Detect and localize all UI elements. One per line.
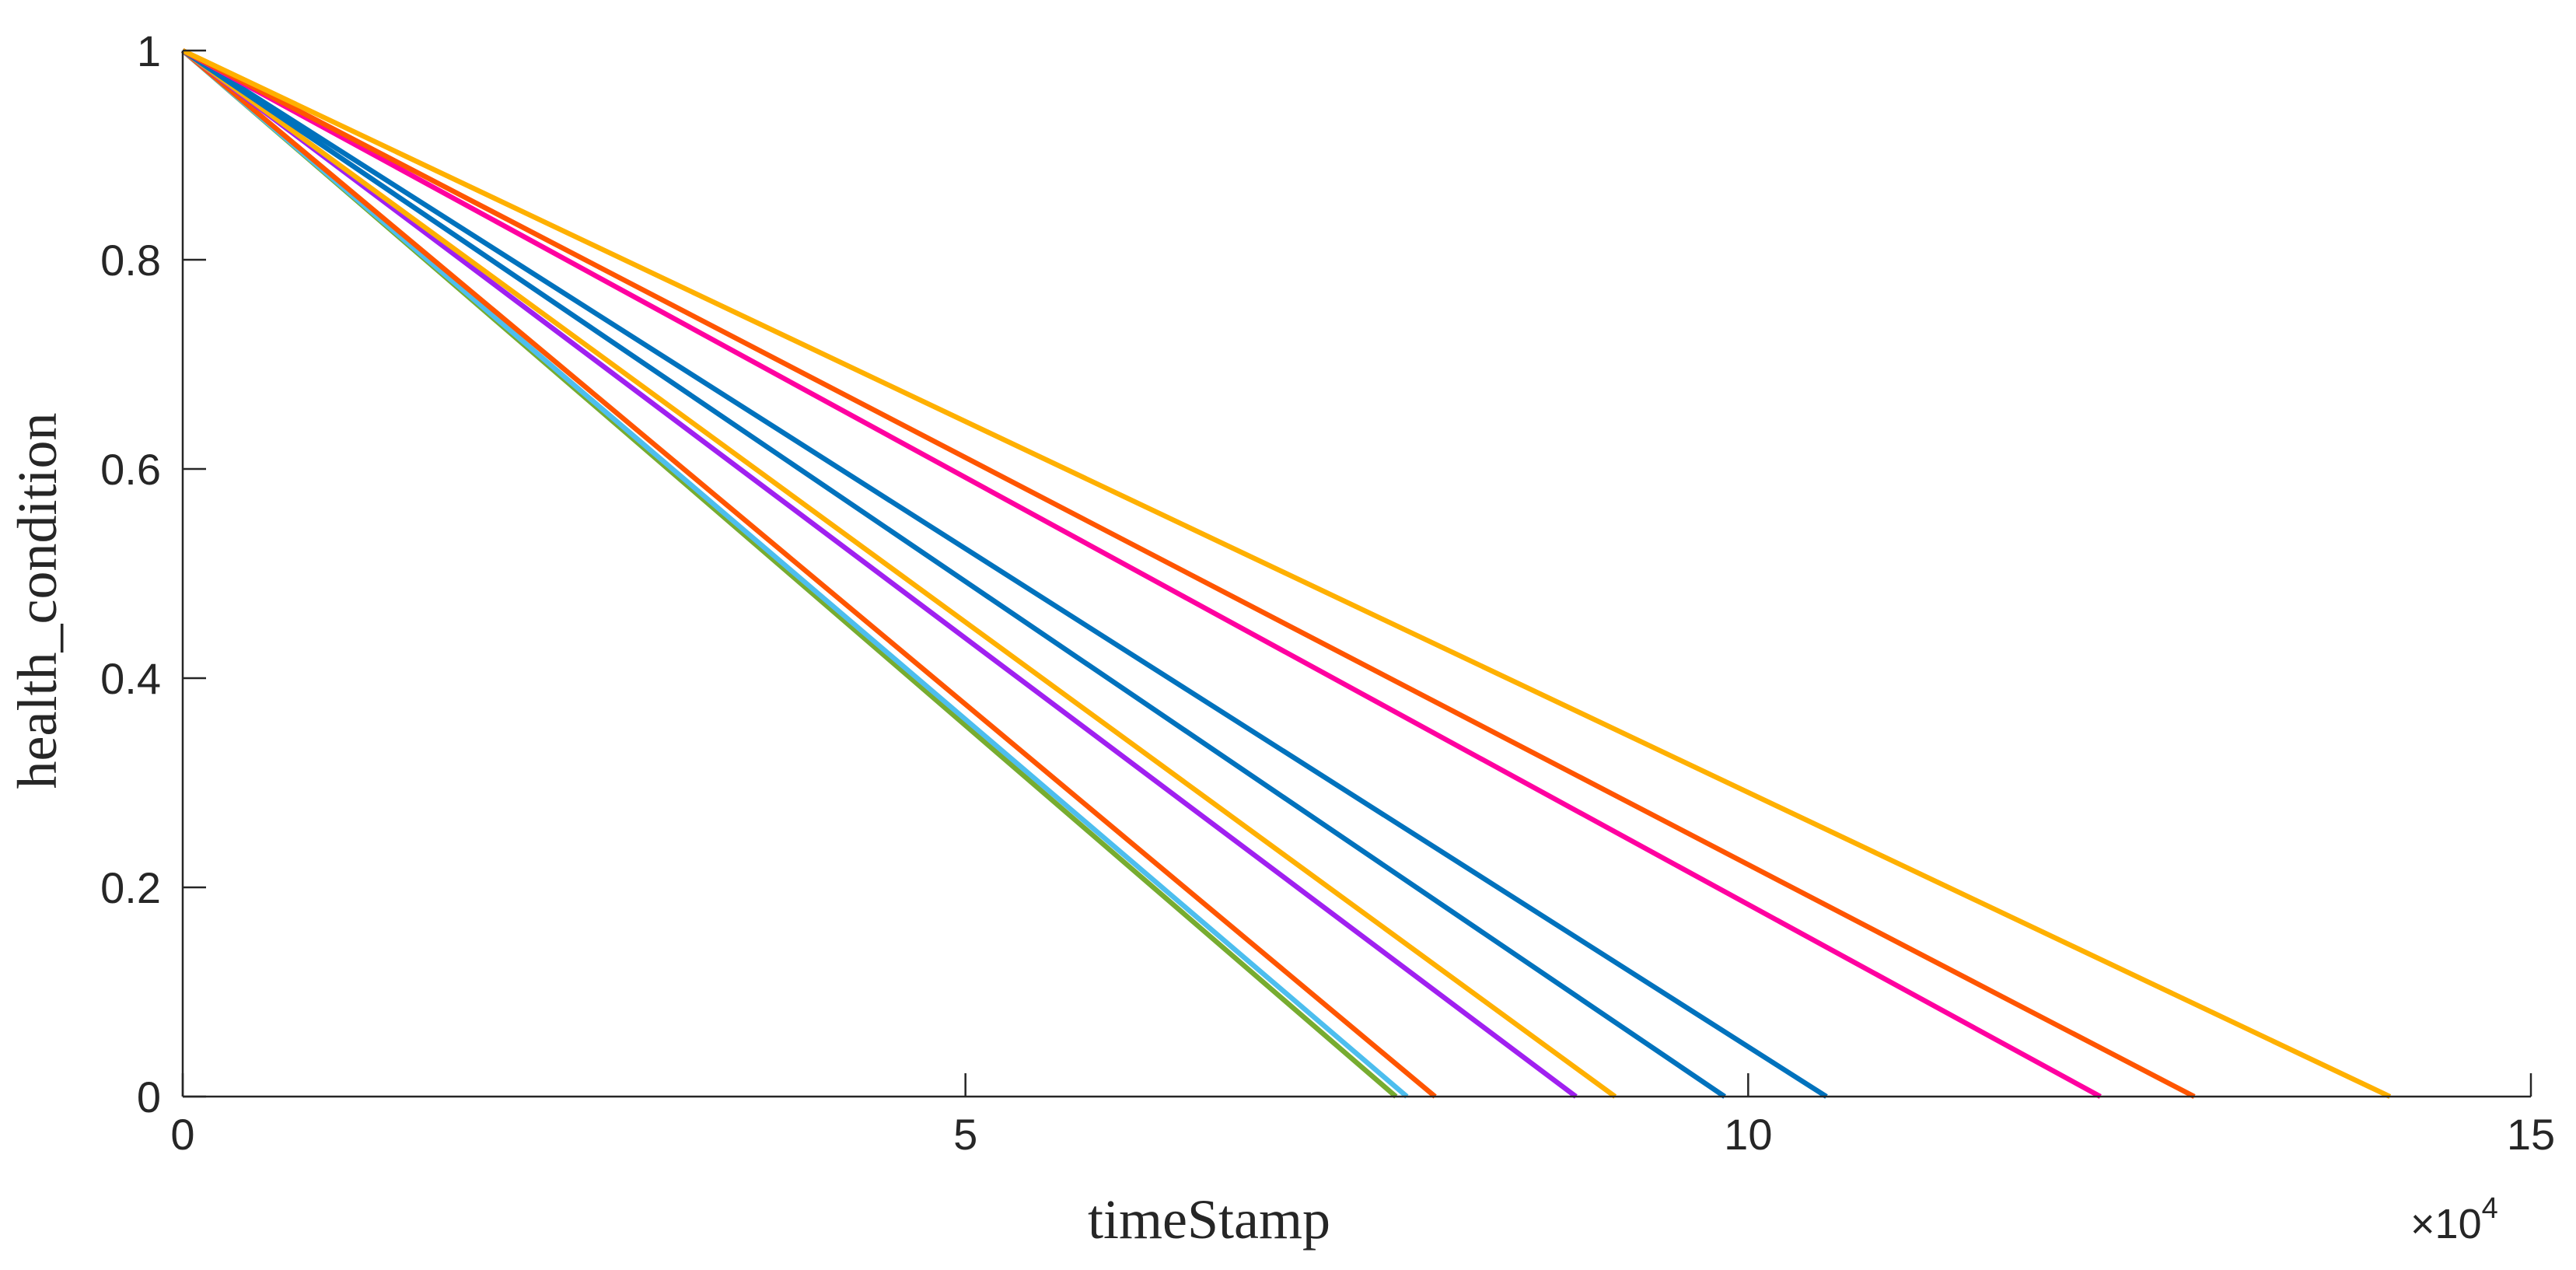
y-tick-label: 0.8: [100, 236, 161, 285]
x-tick-label: 0: [170, 1110, 194, 1159]
x-tick-label: 15: [2507, 1110, 2555, 1159]
series-line-8: [181, 48, 2102, 1099]
y-tick-label: 1: [137, 26, 161, 75]
series-line-5: [181, 48, 1617, 1099]
x-tick-label: 10: [1724, 1110, 1772, 1159]
y-tick-label: 0: [137, 1072, 161, 1121]
x-axis-title: timeStamp: [1088, 1188, 1330, 1251]
series-line-9: [181, 48, 2196, 1099]
y-tick-label: 0.6: [100, 445, 161, 494]
series-line-10: [181, 48, 2392, 1099]
x-exponent-base: ×10: [2410, 1201, 2482, 1247]
x-exponent-power: 4: [2482, 1192, 2498, 1225]
series-line-7: [181, 48, 1828, 1099]
y-ticks: 0 0.2 0.4 0.6 0.8 1: [100, 26, 206, 1121]
series-line-4: [181, 48, 1578, 1099]
series-line-6: [181, 48, 1726, 1099]
y-tick-label: 0.4: [100, 654, 161, 703]
series-lines: [180, 48, 2392, 1099]
x-ticks: 0 5 10 15: [170, 1073, 2555, 1159]
y-axis-title: health_condition: [6, 413, 68, 789]
x-tick-label: 5: [953, 1110, 977, 1159]
x-axis-exponent: ×104: [2410, 1192, 2498, 1247]
series-line-2: [180, 48, 1409, 1099]
series-line-3: [180, 48, 1437, 1099]
y-tick-label: 0.2: [100, 863, 161, 912]
axes: [181, 51, 2531, 1098]
